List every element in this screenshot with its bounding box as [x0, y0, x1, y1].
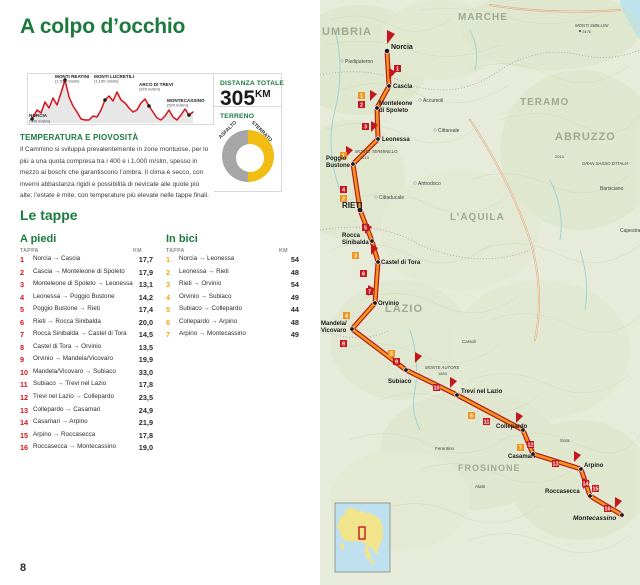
svg-text:MONTE AUTORE: MONTE AUTORE	[425, 365, 460, 370]
svg-text:12: 12	[527, 443, 533, 449]
svg-text:MONTI SIBILLINI: MONTI SIBILLINI	[575, 23, 609, 28]
svg-text:Leonessa: Leonessa	[382, 137, 410, 143]
svg-text:Mandela/: Mandela/	[321, 321, 347, 327]
svg-text:3: 3	[364, 125, 367, 131]
svg-text:Carsoli: Carsoli	[462, 339, 476, 344]
svg-text:7: 7	[368, 290, 371, 296]
svg-text:Orvinio: Orvinio	[378, 301, 399, 307]
svg-text:1: 1	[360, 94, 363, 100]
svg-text:11: 11	[484, 420, 490, 426]
svg-text:(1.100 m/slm): (1.100 m/slm)	[94, 79, 119, 84]
svg-text:Rocca: Rocca	[342, 233, 361, 239]
svg-text:GRAN SASSO D’ITALIA: GRAN SASSO D’ITALIA	[582, 161, 629, 166]
svg-text:10: 10	[433, 386, 439, 392]
svg-text:ABRUZZO: ABRUZZO	[555, 131, 616, 143]
svg-text:(970 m/slm): (970 m/slm)	[139, 87, 161, 92]
svg-text:UMBRIA: UMBRIA	[322, 26, 372, 38]
svg-text:Accumoli: Accumoli	[423, 98, 443, 104]
svg-text:2: 2	[360, 103, 363, 109]
svg-text:Sora: Sora	[560, 438, 570, 443]
svg-text:Collepardo: Collepardo	[496, 424, 528, 430]
svg-text:FROSINONE: FROSINONE	[458, 463, 521, 473]
svg-text:8: 8	[342, 342, 345, 348]
svg-text:Poggio: Poggio	[326, 156, 347, 162]
svg-text:2476: 2476	[582, 29, 592, 34]
svg-text:Alatri: Alatri	[475, 484, 485, 489]
svg-text:Antrodoco: Antrodoco	[418, 181, 441, 187]
svg-text:Castel di Tora: Castel di Tora	[381, 260, 421, 266]
svg-text:RIETI: RIETI	[342, 201, 362, 210]
svg-text:Capestrano: Capestrano	[620, 228, 640, 234]
svg-text:1: 1	[396, 67, 399, 73]
svg-text:L’AQUILA: L’AQUILA	[450, 212, 505, 223]
svg-text:(1.510 m/slm): (1.510 m/slm)	[55, 79, 80, 84]
svg-text:7: 7	[519, 446, 522, 452]
svg-text:13: 13	[552, 462, 558, 468]
svg-text:15: 15	[592, 487, 598, 493]
svg-text:Trevi nel Lazio: Trevi nel Lazio	[461, 389, 503, 395]
svg-text:TERAMO: TERAMO	[520, 97, 569, 108]
svg-text:1853: 1853	[438, 371, 448, 376]
svg-text:5: 5	[364, 226, 367, 232]
svg-text:Montecassino: Montecassino	[573, 515, 616, 522]
svg-text:Sinibalda: Sinibalda	[342, 240, 369, 246]
svg-text:Monteleone: Monteleone	[379, 101, 413, 107]
svg-text:5: 5	[390, 352, 393, 358]
svg-text:Ferentino: Ferentino	[435, 446, 455, 451]
svg-text:Vicovaro: Vicovaro	[321, 328, 347, 334]
svg-text:14: 14	[582, 482, 589, 488]
svg-text:Cittaducale: Cittaducale	[379, 195, 404, 201]
svg-text:Casamari: Casamari	[508, 454, 535, 460]
svg-text:3: 3	[354, 254, 357, 260]
svg-text:9: 9	[395, 360, 398, 366]
svg-text:Norcia: Norcia	[391, 44, 413, 51]
svg-text:MARCHE: MARCHE	[458, 12, 508, 23]
svg-text:Arpino: Arpino	[584, 463, 604, 469]
svg-text:Bustone: Bustone	[326, 163, 351, 169]
svg-text:Roccasecca: Roccasecca	[545, 489, 580, 495]
svg-text:di Spoleto: di Spoleto	[379, 108, 408, 114]
svg-text:2213: 2213	[360, 155, 370, 160]
svg-text:Barisciano: Barisciano	[600, 186, 624, 192]
svg-text:16: 16	[604, 507, 610, 513]
svg-text:Cittareale: Cittareale	[438, 128, 460, 134]
svg-text:6: 6	[362, 272, 365, 278]
svg-text:6: 6	[470, 414, 473, 420]
svg-text:NORCIA: NORCIA	[29, 113, 48, 118]
svg-text:MONTE TERMINILLO: MONTE TERMINILLO	[355, 149, 398, 154]
svg-text:(520 m/slm): (520 m/slm)	[167, 103, 189, 108]
svg-text:(900 m/slm): (900 m/slm)	[29, 119, 51, 124]
svg-text:2914: 2914	[555, 154, 565, 159]
svg-text:Subiaco: Subiaco	[388, 379, 412, 385]
svg-text:Cascia: Cascia	[393, 84, 413, 90]
svg-text:Piedipaterno: Piedipaterno	[345, 59, 373, 65]
